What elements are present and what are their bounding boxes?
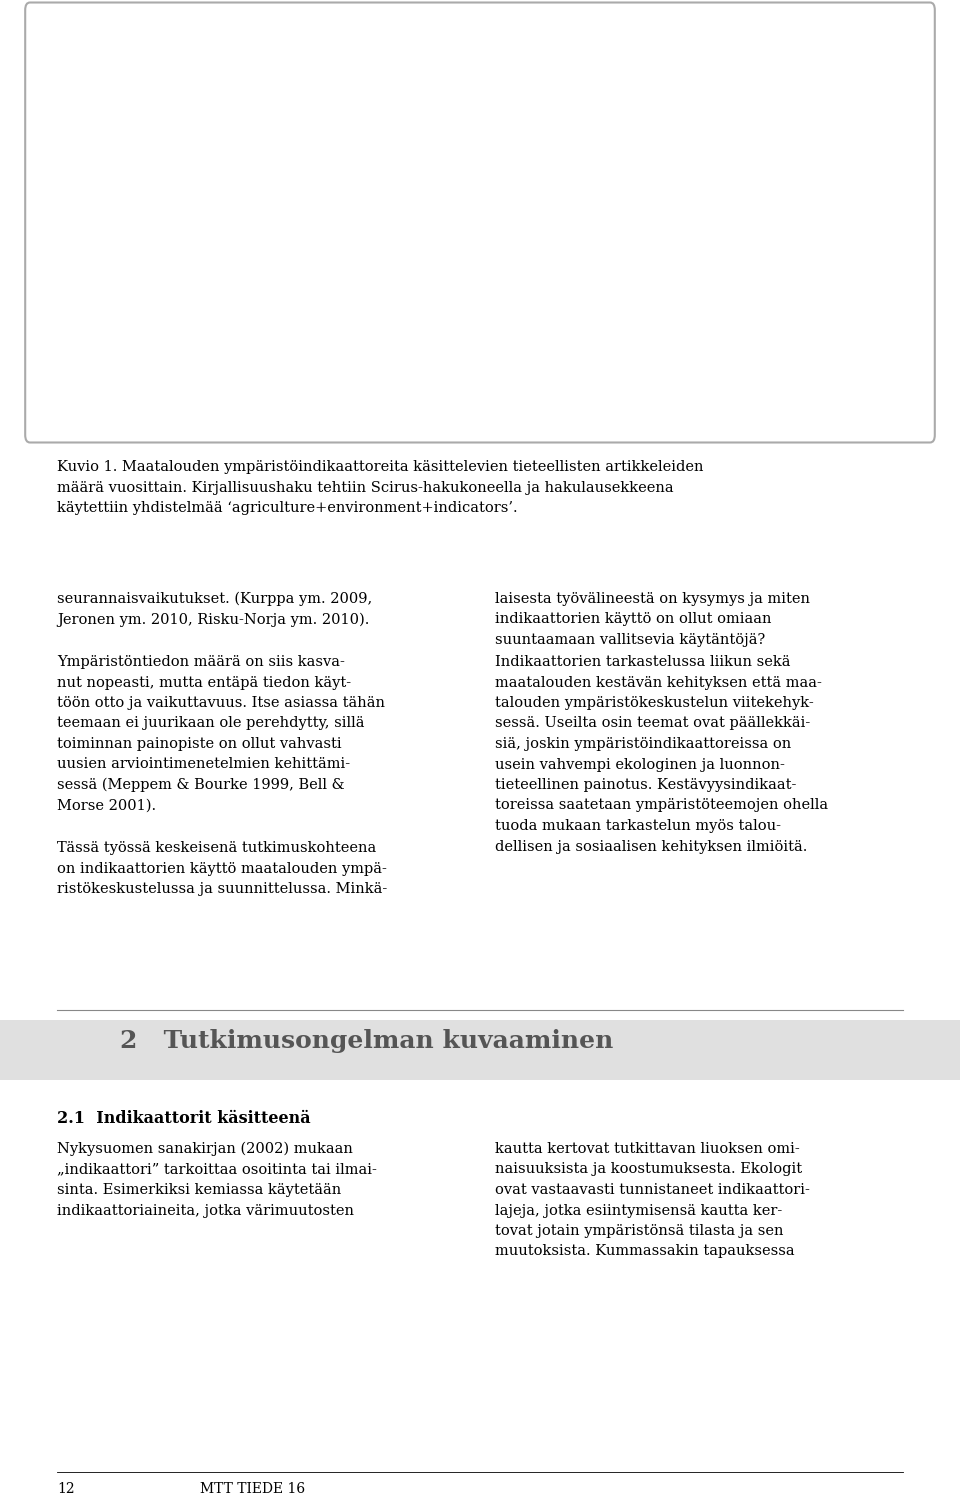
Text: Jeronen ym. 2010, Risku-Norja ym. 2010).: Jeronen ym. 2010, Risku-Norja ym. 2010). (57, 613, 370, 627)
Text: on indikaattorien käyttö maatalouden ympä-: on indikaattorien käyttö maatalouden ymp… (57, 862, 387, 875)
Text: muutoksista. Kummassakin tapauksessa: muutoksista. Kummassakin tapauksessa (495, 1244, 795, 1259)
Text: tuoda mukaan tarkastelun myös talou-: tuoda mukaan tarkastelun myös talou- (495, 818, 781, 833)
Text: sessä (Meppem & Bourke 1999, Bell &: sessä (Meppem & Bourke 1999, Bell & (57, 778, 345, 793)
Text: talouden ympäristökeskustelun viitekehyk-: talouden ympäristökeskustelun viitekehyk… (495, 696, 814, 711)
Text: Tässä työssä keskeisenä tutkimuskohteena: Tässä työssä keskeisenä tutkimuskohteena (57, 841, 376, 854)
Text: Morse 2001).: Morse 2001). (57, 799, 156, 812)
Text: maatalouden kestävän kehityksen että maa-: maatalouden kestävän kehityksen että maa… (495, 676, 822, 690)
Text: tovat jotain ympäristönsä tilasta ja sen: tovat jotain ympäristönsä tilasta ja sen (495, 1225, 783, 1238)
Text: tieteellinen painotus. Kestävyysindikaat-: tieteellinen painotus. Kestävyysindikaat… (495, 778, 797, 791)
Text: kautta kertovat tutkittavan liuoksen omi-: kautta kertovat tutkittavan liuoksen omi… (495, 1142, 800, 1156)
Text: Ympäristöntiedon määrä on siis kasva-: Ympäristöntiedon määrä on siis kasva- (57, 655, 345, 669)
Text: Nykysuomen sanakirjan (2002) mukaan: Nykysuomen sanakirjan (2002) mukaan (57, 1142, 353, 1156)
Text: ovat vastaavasti tunnistaneet indikaattori-: ovat vastaavasti tunnistaneet indikaatto… (495, 1183, 810, 1198)
Text: uusien arviointimenetelmien kehittämi-: uusien arviointimenetelmien kehittämi- (57, 757, 350, 772)
Text: MTT TIEDE 16: MTT TIEDE 16 (200, 1483, 305, 1496)
Text: sinta. Esimerkiksi kemiassa käytetään: sinta. Esimerkiksi kemiassa käytetään (57, 1183, 341, 1198)
Text: laisesta työvälineestä on kysymys ja miten: laisesta työvälineestä on kysymys ja mit… (495, 592, 810, 606)
Text: „indikaattori” tarkoittaa osoitinta tai ilmai-: „indikaattori” tarkoittaa osoitinta tai … (57, 1163, 377, 1177)
Text: määrä vuosittain. Kirjallisuushaku tehtiin Scirus-hakukoneella ja hakulausekkeen: määrä vuosittain. Kirjallisuushaku tehti… (57, 481, 674, 495)
Text: naisuuksista ja koostumuksesta. Ekologit: naisuuksista ja koostumuksesta. Ekologit (495, 1163, 803, 1177)
Text: dellisen ja sosiaalisen kehityksen ilmiöitä.: dellisen ja sosiaalisen kehityksen ilmiö… (495, 839, 807, 853)
Text: lajeja, jotka esiintymisensä kautta ker-: lajeja, jotka esiintymisensä kautta ker- (495, 1204, 782, 1217)
Text: toiminnan painopiste on ollut vahvasti: toiminnan painopiste on ollut vahvasti (57, 738, 342, 751)
Text: käytettiin yhdistelmää ‘agriculture+environment+indicators’.: käytettiin yhdistelmää ‘agriculture+envi… (57, 501, 517, 516)
Text: usein vahvempi ekologinen ja luonnon-: usein vahvempi ekologinen ja luonnon- (495, 757, 785, 772)
Text: indikaattoriaineita, jotka värimuutosten: indikaattoriaineita, jotka värimuutosten (57, 1204, 354, 1217)
Text: siä, joskin ympäristöindikaattoreissa on: siä, joskin ympäristöindikaattoreissa on (495, 738, 791, 751)
Text: indikaattorien käyttö on ollut omiaan: indikaattorien käyttö on ollut omiaan (495, 613, 772, 627)
Text: suuntaamaan vallitsevia käytäntöjä?: suuntaamaan vallitsevia käytäntöjä? (495, 633, 765, 648)
Text: 2   Tutkimusongelman kuvaaminen: 2 Tutkimusongelman kuvaaminen (120, 1028, 613, 1052)
Text: sessä. Useilta osin teemat ovat päällekkäi-: sessä. Useilta osin teemat ovat päällekk… (495, 717, 810, 730)
Text: Indikaattorien tarkastelussa liikun sekä: Indikaattorien tarkastelussa liikun sekä (495, 655, 790, 669)
Text: 2.1  Indikaattorit käsitteenä: 2.1 Indikaattorit käsitteenä (57, 1109, 311, 1127)
Text: toreissa saatetaan ympäristöteemojen ohella: toreissa saatetaan ympäristöteemojen ohe… (495, 799, 828, 812)
Text: teemaan ei juurikaan ole perehdytty, sillä: teemaan ei juurikaan ole perehdytty, sil… (57, 717, 365, 730)
Text: nut nopeasti, mutta entäpä tiedon käyt-: nut nopeasti, mutta entäpä tiedon käyt- (57, 676, 351, 690)
Text: Kuvio 1. Maatalouden ympäristöindikaattoreita käsittelevien tieteellisten artikk: Kuvio 1. Maatalouden ympäristöindikaatto… (57, 460, 704, 474)
Text: töön otto ja vaikuttavuus. Itse asiassa tähän: töön otto ja vaikuttavuus. Itse asiassa … (57, 696, 385, 711)
Text: seurannaisvaikutukset. (Kurppa ym. 2009,: seurannaisvaikutukset. (Kurppa ym. 2009, (57, 592, 372, 607)
Text: ristökeskustelussa ja suunnittelussa. Minkä-: ristökeskustelussa ja suunnittelussa. Mi… (57, 881, 387, 896)
Text: 12: 12 (57, 1483, 75, 1496)
